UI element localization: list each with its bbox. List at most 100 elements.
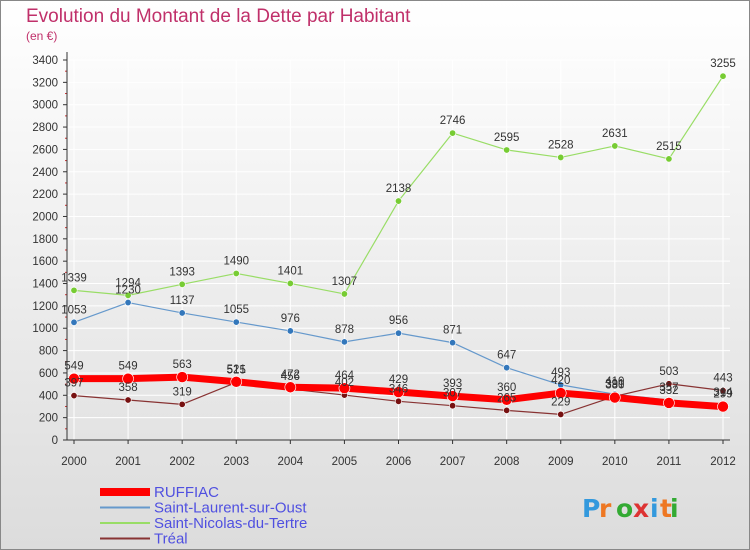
- y-tick-label: 2600: [32, 144, 58, 156]
- data-point-saint-nicolas-du-tertre: [340, 290, 348, 298]
- data-label-ruffiac: 393: [443, 378, 462, 390]
- data-point-saint-nicolas-du-tertre: [557, 153, 565, 161]
- data-point-ruffiac: [338, 382, 351, 394]
- data-label-treal: 443: [713, 372, 732, 384]
- data-point-saint-nicolas-du-tertre: [449, 129, 457, 137]
- data-label-saint-nicolas-du-tertre: 1393: [169, 266, 195, 278]
- data-label-saint-laurent-sur-oust: 1230: [115, 285, 141, 297]
- data-point-ruffiac: [500, 393, 513, 406]
- data-label-saint-laurent-sur-oust: 1055: [223, 304, 249, 316]
- logo-letter: x: [633, 494, 649, 523]
- data-point-treal: [124, 396, 132, 404]
- y-tick-label: 800: [39, 346, 58, 358]
- data-point-treal: [178, 400, 186, 408]
- series-ruffiac: [68, 371, 729, 413]
- y-tick-label: 0: [52, 435, 58, 447]
- data-label-saint-laurent-sur-oust: 871: [443, 325, 462, 337]
- data-label-ruffiac: 464: [335, 370, 355, 382]
- y-tick-label: 3400: [32, 55, 58, 67]
- y-tick-label: 2200: [32, 189, 58, 201]
- x-tick-label: 2006: [386, 456, 412, 468]
- logo-letter: o: [616, 494, 633, 523]
- data-label-saint-nicolas-du-tertre: 1490: [223, 255, 249, 267]
- data-point-ruffiac: [663, 397, 675, 409]
- data-label-ruffiac: 332: [659, 385, 678, 397]
- data-point-saint-nicolas-du-tertre: [70, 286, 78, 294]
- x-tick-label: 2007: [440, 456, 466, 468]
- data-point-treal: [503, 406, 511, 414]
- data-label-treal: 391: [605, 378, 624, 390]
- data-label-ruffiac: 521: [227, 364, 246, 376]
- data-point-saint-nicolas-du-tertre: [611, 142, 619, 150]
- data-point-ruffiac: [176, 371, 188, 383]
- data-label-ruffiac: 360: [497, 382, 516, 394]
- y-tick-label: 600: [39, 368, 58, 380]
- data-label-ruffiac: 549: [64, 361, 83, 373]
- data-label-ruffiac: 549: [118, 361, 137, 373]
- data-label-treal: 515: [227, 364, 246, 376]
- x-tick-label: 2011: [657, 456, 682, 468]
- data-point-saint-laurent-sur-oust: [178, 309, 186, 317]
- data-point-saint-nicolas-du-tertre: [124, 291, 132, 299]
- data-label-ruffiac: 563: [173, 359, 192, 371]
- data-label-ruffiac: 380: [605, 380, 624, 392]
- series: [68, 72, 729, 418]
- proxiti-logo: Pr o x i ti: [582, 494, 679, 523]
- x-tick-label: 2008: [494, 456, 520, 468]
- data-point-saint-laurent-sur-oust: [124, 299, 132, 307]
- data-label-saint-laurent-sur-oust: 956: [389, 315, 408, 327]
- data-point-saint-nicolas-du-tertre: [503, 146, 511, 154]
- y-tick-label: 2400: [32, 167, 58, 179]
- data-label-treal: 319: [173, 386, 192, 398]
- data-point-ruffiac: [609, 391, 621, 404]
- data-label-saint-laurent-sur-oust: 976: [281, 313, 300, 325]
- data-label-saint-nicolas-du-tertre: 3255: [710, 58, 736, 70]
- data-label-saint-nicolas-du-tertre: 2631: [602, 128, 628, 140]
- data-label-saint-nicolas-du-tertre: 2746: [440, 115, 466, 127]
- logo-letter: P: [582, 494, 600, 523]
- data-label-saint-nicolas-du-tertre: 2515: [656, 141, 682, 153]
- data-label-saint-nicolas-du-tertre: 1307: [332, 276, 358, 288]
- y-tick-label: 1600: [32, 256, 58, 268]
- data-labels: 1339 1294 1393 1490 1401 1307 2138 2746 2595 2528…: [61, 58, 736, 408]
- data-label-treal: 503: [659, 366, 678, 378]
- data-point-saint-nicolas-du-tertre: [394, 197, 402, 205]
- data-label-treal: 456: [281, 371, 300, 383]
- data-point-saint-laurent-sur-oust: [232, 318, 240, 326]
- data-label-treal: 229: [551, 396, 570, 408]
- y-tick-label: 3200: [32, 77, 58, 89]
- logo-letter: t: [660, 494, 672, 523]
- data-point-treal: [70, 392, 78, 400]
- data-point-treal: [557, 410, 565, 418]
- data-point-treal: [665, 380, 673, 388]
- legend-label-saint-nicolas-du-tertre: Saint-Nicolas-du-Tertre: [154, 515, 307, 532]
- y-tick-label: 200: [39, 413, 58, 425]
- data-point-saint-laurent-sur-oust: [394, 329, 402, 337]
- data-label-ruffiac: 429: [389, 374, 408, 386]
- x-tick-label: 2002: [169, 456, 195, 468]
- data-point-treal: [719, 386, 727, 394]
- x-tick-label: 2004: [278, 456, 304, 468]
- data-point-ruffiac: [230, 375, 243, 388]
- unit-label: (en €): [26, 29, 57, 43]
- data-label-saint-laurent-sur-oust: 314: [713, 387, 733, 399]
- axes: 0 200 400 600 800 1000 1200 1400 1600 1800 2000 220…: [32, 52, 736, 468]
- x-tick-label: 2010: [602, 456, 628, 468]
- data-point-saint-nicolas-du-tertre: [232, 269, 240, 277]
- logo-letter: i: [650, 494, 659, 523]
- data-label-ruffiac: 299: [713, 389, 732, 401]
- data-label-saint-nicolas-du-tertre: 2138: [386, 183, 412, 195]
- data-point-ruffiac: [554, 387, 567, 399]
- data-label-saint-laurent-sur-oust: 493: [551, 367, 570, 379]
- y-tick-label: 1400: [32, 279, 58, 291]
- logo-letter: r: [599, 494, 612, 523]
- data-point-saint-nicolas-du-tertre: [719, 72, 727, 80]
- data-label-ruffiac: 472: [281, 369, 300, 381]
- y-tick-label: 3000: [32, 100, 58, 112]
- series-saint-nicolas-du-tertre: [70, 72, 727, 299]
- chart-title: Evolution du Montant de la Dette par Hab…: [26, 6, 411, 27]
- data-label-treal: 402: [335, 377, 354, 389]
- y-tick-label: 2000: [32, 211, 58, 223]
